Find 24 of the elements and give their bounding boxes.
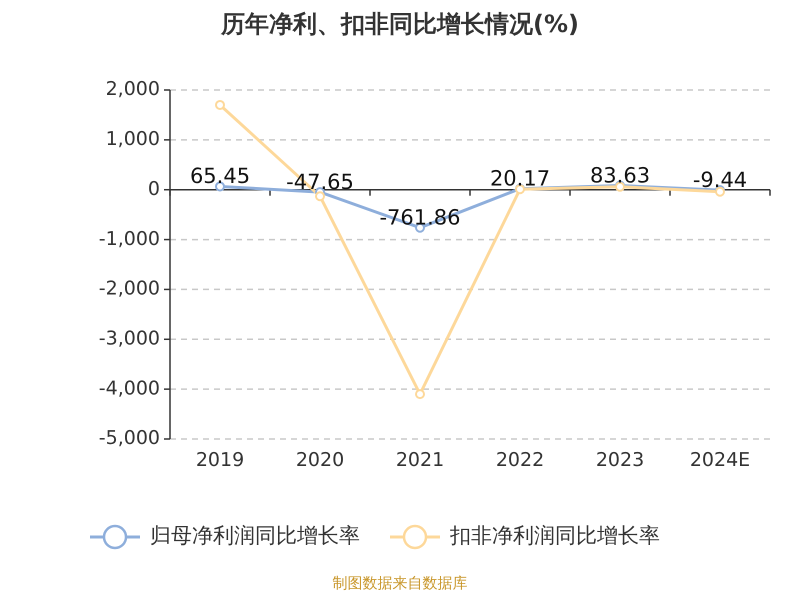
x-tick-label: 2024E (690, 449, 750, 471)
y-tick-label: -5,000 (98, 427, 160, 450)
x-tick-label: 2022 (496, 449, 544, 471)
data-label: 20.17 (490, 166, 550, 190)
y-tick-label: 1,000 (106, 128, 160, 150)
y-tick-label: 0 (148, 178, 160, 200)
text: 制图数据来自数据库 (332, 574, 468, 592)
x-tick-label: 2019 (196, 449, 244, 471)
y-tick-label: -3,000 (98, 327, 160, 350)
data-label: -761.86 (379, 205, 461, 230)
chart-title: 历年净利、扣非同比增长情况(%) (220, 10, 579, 38)
x-tick-label: 2023 (596, 449, 644, 471)
legend-label: 归母净利润同比增长率 (150, 524, 360, 548)
legend-label: 扣非净利润同比增长率 (449, 524, 660, 548)
y-tick-label: 2,000 (106, 78, 160, 100)
data-label: -47.65 (286, 170, 354, 194)
data-label: 65.45 (190, 164, 250, 188)
x-tick-label: 2020 (296, 449, 344, 471)
y-tick-label: -4,000 (98, 377, 160, 400)
x-tick-label: 2021 (396, 449, 444, 471)
data-label: 83.63 (590, 163, 650, 188)
y-tick-label: -1,000 (98, 228, 160, 250)
y-tick-label: -2,000 (98, 278, 160, 300)
data-label: -9.44 (692, 168, 748, 192)
